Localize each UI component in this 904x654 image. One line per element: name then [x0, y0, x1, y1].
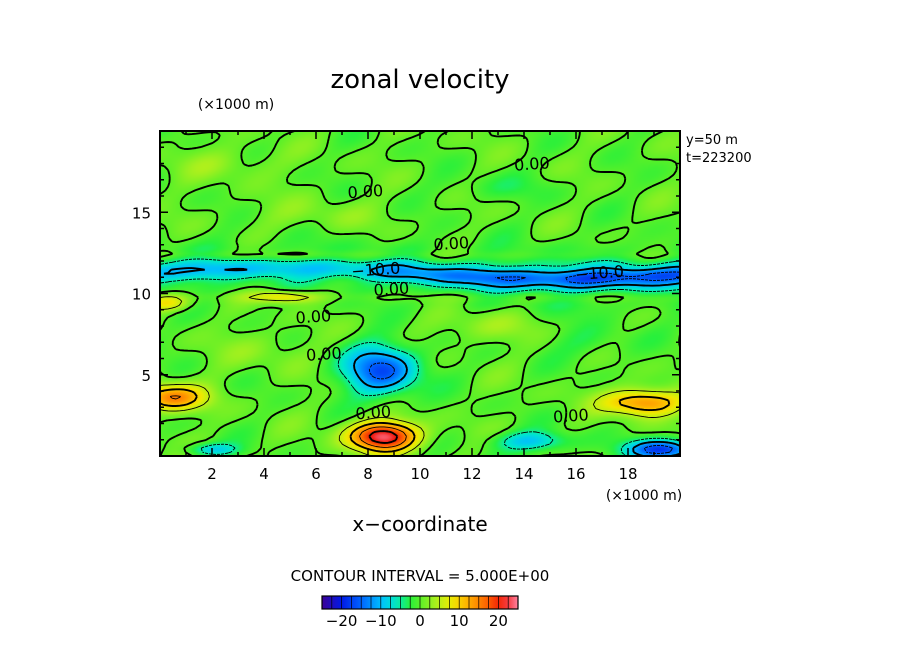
contour-level	[368, 271, 681, 454]
colorbar-tick-label: −10	[365, 612, 397, 630]
contour-level	[163, 264, 681, 457]
annotation-depth: y=50 m	[686, 133, 738, 148]
contour-labels: 0.000.000.00−10.0 −10.00.000.000.000.00 0.…	[295, 153, 625, 426]
contour-label: −10.0	[351, 258, 401, 280]
contour-label: 0.00	[305, 343, 342, 364]
contour-label: 0.00	[295, 306, 332, 327]
x-axis-label: x−coordinate	[352, 512, 487, 536]
colorbar-tick-label: 0	[415, 612, 425, 630]
x-tick-label: 4	[259, 465, 269, 483]
x-axis-ticks: 2 4 6 8 10 12 14 16 18	[159, 131, 681, 483]
x-tick-label: 14	[514, 465, 533, 483]
x-tick-label: 16	[566, 465, 585, 483]
contour-lines	[159, 130, 681, 457]
contour-level	[159, 292, 681, 457]
colorbar-tick-label: 10	[450, 612, 469, 630]
colorbar-tick-label: −20	[326, 612, 358, 630]
contour-label: −10.0	[574, 262, 624, 284]
velocity-field-heatmap	[160, 131, 680, 456]
x-tick-label: 8	[363, 465, 373, 483]
x-tick-label: 10	[410, 465, 429, 483]
colorbar-tick-label: 20	[489, 612, 508, 630]
x-tick-label: 12	[462, 465, 481, 483]
contour-label: 0.00	[355, 402, 392, 423]
plot-area: 0.000.000.00−10.0 −10.00.000.000.000.00 0.…	[159, 130, 681, 457]
colorbar: −20 −10 0 10 20	[321, 595, 519, 630]
contour-level	[169, 395, 407, 448]
colorbar-ticks: −20 −10 0 10 20	[321, 596, 519, 630]
x-tick-label: 2	[207, 465, 217, 483]
contour-label: 0.00	[513, 153, 550, 174]
contour-level	[159, 130, 681, 457]
y-tick-label: 10	[132, 286, 151, 304]
annotation-time: t=223200	[686, 151, 752, 166]
colorbar-frame	[321, 595, 519, 610]
contour-level	[368, 430, 399, 444]
contour-label: 0.00	[433, 233, 470, 254]
y-tick-label: 5	[141, 367, 151, 385]
contour-label: 0.00	[552, 405, 589, 426]
x-tick-label: 18	[618, 465, 637, 483]
contour-label: 0.00	[373, 278, 410, 299]
chart-title: zonal velocity	[330, 65, 509, 95]
x-tick-label: 6	[311, 465, 321, 483]
y-tick-label: 15	[132, 204, 151, 222]
contour-interval-label: CONTOUR INTERVAL = 5.000E+00	[291, 567, 550, 585]
contour-level	[159, 258, 681, 457]
contour-label: 0.00	[347, 181, 384, 202]
y-axis-unit: (×1000 m)	[198, 97, 274, 113]
x-axis-unit: (×1000 m)	[606, 488, 682, 504]
y-axis-ticks: 5 10 15	[132, 130, 680, 457]
